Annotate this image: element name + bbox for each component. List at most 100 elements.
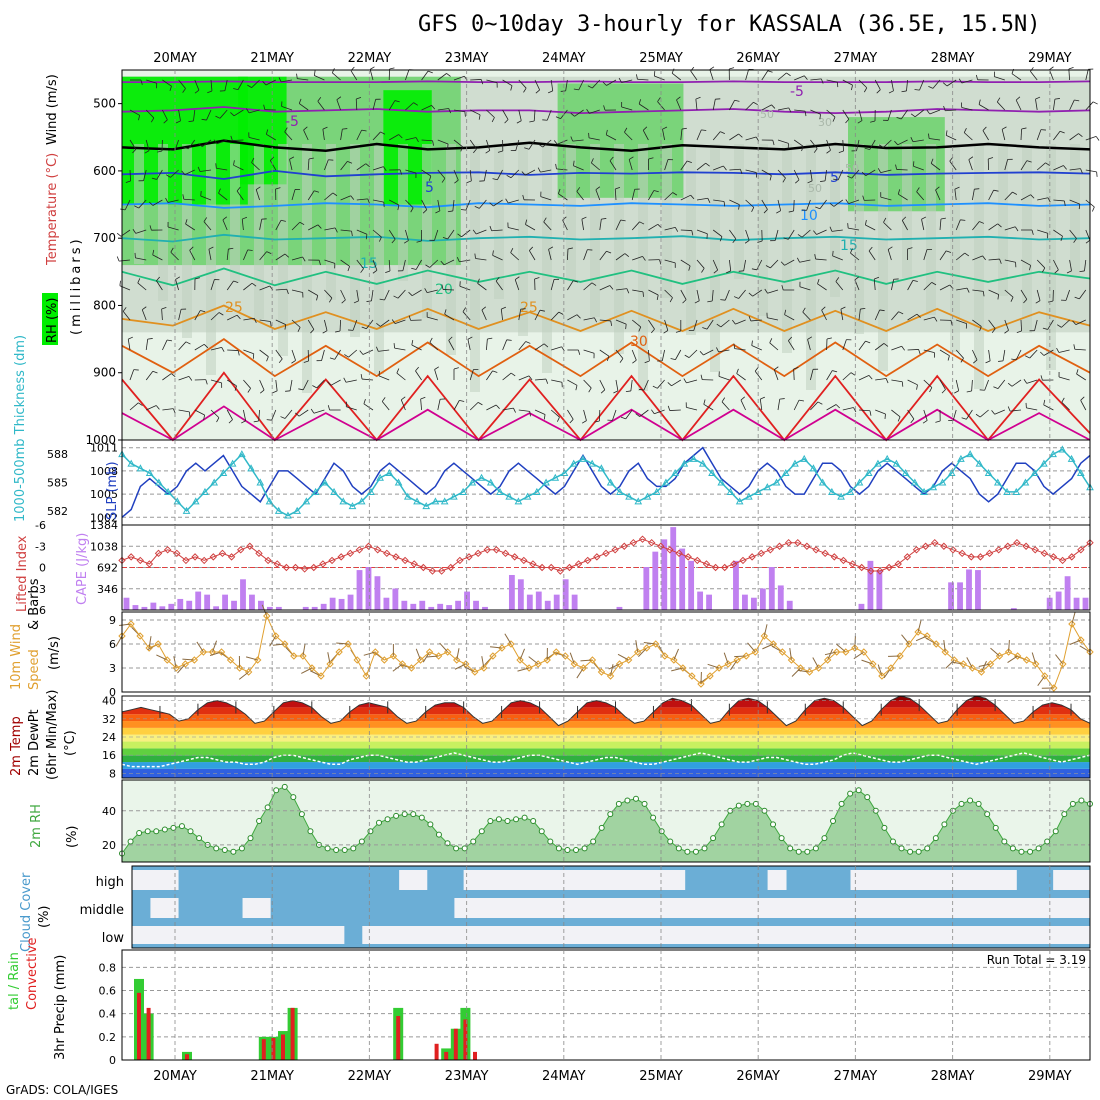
wind-barb-flag: [289, 156, 295, 160]
wind-barb: [324, 319, 328, 331]
wind-barb-flag: [241, 420, 246, 424]
cloud-clear-cell: [555, 926, 566, 944]
wind-barb: [129, 369, 135, 381]
wind-barb: [216, 167, 228, 171]
thickness-point: [993, 478, 1002, 486]
wind-barb: [842, 79, 853, 86]
cape-bar: [562, 579, 569, 610]
wind-barb-flag: [207, 90, 213, 94]
wind-barb-flag: [753, 101, 758, 106]
wind-barb: [657, 379, 665, 389]
wind-barb: [1058, 376, 1070, 381]
wind-barb-flag: [738, 204, 740, 210]
wind-barb: [551, 379, 563, 383]
wind-barb-flag: [878, 144, 884, 148]
wind-barb: [340, 161, 348, 171]
li-point: [492, 546, 501, 554]
wind-barb-flag: [652, 385, 658, 389]
wind-barb: [810, 109, 821, 115]
wind-point: [1077, 636, 1085, 644]
wind-barb-flag: [1007, 382, 1013, 387]
li-point: [1013, 539, 1021, 547]
wind-barb-flag: [1016, 330, 1022, 333]
cape-bar: [311, 606, 318, 610]
wind-barb: [1011, 379, 1022, 387]
wind-barb: [984, 379, 989, 391]
wind-barb: [340, 259, 350, 267]
wind-barb: [848, 227, 860, 231]
wind-barb-flag: [638, 326, 642, 332]
temp-color-band: [122, 700, 1090, 708]
wind-barb: [481, 309, 487, 321]
li-point: [291, 563, 300, 572]
isotherm-line: [121, 233, 1091, 243]
thickness-point: [901, 469, 910, 477]
wind-barb-flag: [1080, 168, 1083, 174]
cloud-clear-cell: [611, 926, 621, 944]
wind-barb: [492, 254, 503, 261]
cloud-clear-cell: [555, 870, 566, 890]
cloud-clear-cell: [482, 898, 492, 918]
wind-barb: [500, 309, 503, 321]
wind-barb-flag: [914, 89, 920, 91]
wind-barb: [421, 70, 429, 81]
wind-barb-flag: [560, 90, 566, 92]
wind-barb-flag: [788, 336, 793, 341]
rh-point: [153, 828, 160, 835]
wind-barb-flag: [838, 150, 844, 154]
wind-barb: [810, 78, 822, 81]
wind-barb-flag: [424, 288, 428, 293]
cloud-clear-cell: [693, 926, 704, 944]
cloud-clear-cell: [896, 926, 907, 944]
wind-point: [1004, 648, 1013, 656]
rh-point: [495, 816, 502, 823]
wind-barb: [405, 199, 414, 209]
wind-barb: [1004, 259, 1016, 263]
thickness-point: [320, 478, 329, 486]
wind-barb-flag: [205, 379, 208, 385]
wind-barb-flag: [748, 316, 752, 322]
thickness-point: [938, 478, 947, 486]
wind-barb: [680, 194, 691, 201]
wind-point: [588, 656, 597, 664]
wind-barb-flag: [998, 360, 1004, 362]
wind-barb-flag: [1004, 330, 1009, 334]
wind-barb: [562, 219, 568, 231]
panel-border: [121, 524, 1091, 611]
wind-barb: [615, 219, 622, 231]
wind-barb-flag: [298, 98, 302, 104]
wind-barb-flag: [1035, 96, 1041, 100]
rh-point: [461, 845, 468, 852]
temp-color-band: [122, 748, 1090, 756]
wind-barb: [363, 403, 374, 411]
cape-bar: [275, 606, 282, 610]
cloud-clear-cell: [482, 870, 492, 890]
wind-point: [570, 660, 579, 668]
wind-barb-flag: [602, 81, 607, 86]
cloud-clear-cell: [408, 926, 419, 944]
wind-barb: [145, 139, 150, 151]
wind-barb: [1085, 136, 1097, 141]
wind-barb: [729, 259, 732, 271]
thickness-tick-label: 588: [47, 448, 68, 461]
cloud-clear-cell: [961, 926, 971, 944]
wind-barb-flag: [578, 349, 581, 355]
cloud-clear-cell: [878, 870, 888, 890]
cape-bar: [266, 606, 273, 610]
rh-point: [624, 797, 631, 804]
precip-convective-bar: [146, 1007, 151, 1060]
cape-bar: [392, 588, 399, 610]
wind-point: [127, 620, 135, 628]
wind-barb: [891, 311, 899, 321]
thickness-point: [201, 487, 209, 495]
wind-barb: [1069, 168, 1081, 171]
wind-barb-flag: [343, 377, 347, 383]
cape-bar: [383, 597, 390, 610]
wind-barb: [631, 221, 640, 231]
cape-tick-label: 1384: [90, 519, 118, 532]
wind-barb: [1004, 289, 1014, 298]
temp-axis-label-a: 2m Temp: [9, 716, 24, 776]
wind-barb-flag: [760, 396, 766, 400]
cloud-clear-cell: [611, 870, 621, 890]
wind-barb: [201, 139, 212, 147]
